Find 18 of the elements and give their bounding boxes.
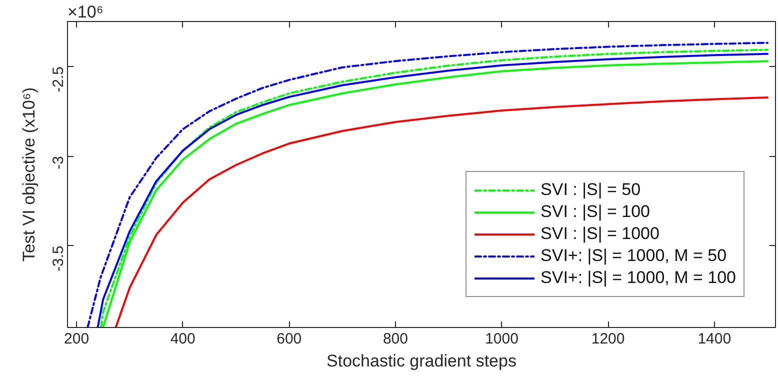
y-tick-label: -3.5 [50, 246, 67, 272]
x-tick-label: 1000 [485, 330, 518, 348]
y-tick-label: -3 [50, 156, 67, 170]
x-tick-label: 600 [276, 330, 302, 348]
text: ×10⁶ [68, 2, 104, 22]
legend-label: SVI+: |S| = 1000, M = 100 [540, 268, 736, 288]
x-tick-label: 400 [170, 330, 196, 348]
x-tick-label: 200 [64, 330, 90, 348]
y-axis-title: Test VI objective (x10⁶) [20, 87, 38, 262]
legend-label: SVI+: |S| = 1000, M = 50 [540, 246, 727, 266]
x-axis-title: Stochastic gradient steps [326, 352, 516, 370]
legend-label: SVI : |S| = 1000 [540, 224, 660, 244]
x-tick-label: 1400 [698, 330, 732, 348]
x-tick-label: 800 [382, 330, 408, 348]
x-tick-label: 1200 [591, 330, 625, 348]
y-tick-label: -2.5 [50, 66, 67, 92]
legend-label: SVI : |S| = 50 [540, 180, 641, 200]
legend-label: SVI : |S| = 100 [540, 202, 650, 222]
